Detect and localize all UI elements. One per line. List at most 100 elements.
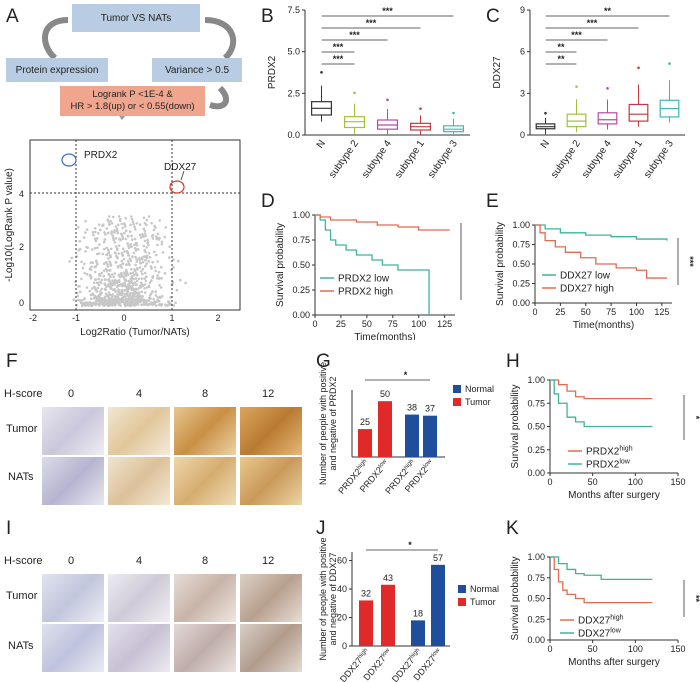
volcano-point: [157, 270, 161, 274]
outlier-point: [320, 71, 323, 74]
volcano-point: [121, 237, 125, 240]
volcano-point: [132, 273, 136, 277]
volcano-point: [132, 283, 135, 286]
volcano-point: [93, 294, 97, 298]
outlier-point: [386, 98, 389, 102]
volcano-point: [153, 266, 157, 269]
volcano-point: [103, 231, 106, 234]
volcano-point: [117, 279, 120, 282]
volcano-point: [81, 298, 84, 302]
volcano-point: [98, 280, 102, 284]
volcano-point: [136, 248, 140, 251]
volcano-point: [85, 228, 89, 231]
volcano-point: [140, 299, 143, 303]
x-category-label: subtype 3: [642, 138, 676, 180]
volcano-point: [115, 247, 119, 251]
volcano-point: [117, 215, 121, 218]
volcano-point: [105, 300, 109, 303]
volcano-point: [118, 237, 121, 241]
y-tick-label: 0.25: [512, 279, 530, 289]
volcano-point: [148, 302, 151, 306]
volcano-point: [110, 232, 113, 235]
volcano-point: [160, 240, 164, 244]
x-tick: 0: [121, 313, 126, 323]
volcano-label-ddx27: DDX27: [164, 162, 197, 173]
volcano-point: [85, 302, 89, 305]
ihc-col: 4: [136, 555, 143, 567]
panel-i-ihc: I H-score 0 4 8 12 Tumor NATs: [0, 512, 310, 677]
category-superscript: high: [357, 648, 369, 661]
volcano-point: [176, 259, 180, 263]
bar: [423, 415, 437, 457]
volcano-point: [118, 274, 121, 277]
volcano-point: [83, 271, 86, 275]
ihc-image: [240, 407, 302, 455]
x-category-label: N: [539, 138, 552, 150]
volcano-point: [148, 256, 152, 259]
bar-value-label: 57: [433, 553, 443, 563]
y-tick-label: 0.75: [527, 398, 545, 408]
volcano-point: [154, 294, 158, 297]
volcano-point: [161, 251, 165, 254]
bar: [381, 584, 395, 646]
volcano-point: [84, 250, 87, 253]
volcano-point: [145, 223, 148, 227]
volcano-point: [151, 261, 154, 264]
volcano-point: [142, 244, 146, 248]
volcano-point: [98, 303, 101, 307]
volcano-point: [145, 254, 149, 258]
y-tick-label: 0.50: [527, 594, 545, 604]
volcano-point: [129, 272, 132, 275]
panel-label-k: K: [506, 518, 519, 539]
flow-box-criteria: Logrank P <1E-4 & HR > 1.8(up) or < 0.55…: [60, 86, 205, 116]
volcano-point: [146, 238, 149, 242]
volcano-point: [77, 285, 80, 288]
volcano-point: [172, 304, 176, 307]
volcano-point: [112, 275, 115, 279]
volcano-point: [163, 271, 167, 275]
volcano-point: [117, 284, 120, 287]
significance-label: ***: [382, 6, 393, 16]
volcano-point: [133, 288, 136, 291]
volcano-point: [135, 222, 139, 225]
x-tick-label: 150: [670, 477, 685, 487]
x-tick-label: 75: [606, 307, 616, 317]
volcano-point: [134, 241, 138, 245]
volcano-point: [96, 246, 99, 249]
volcano-point: [124, 229, 128, 232]
volcano-point: [112, 238, 115, 242]
x-tick-label: 50: [588, 477, 598, 487]
volcano-point: [98, 228, 102, 232]
panel-label-b: B: [261, 6, 274, 27]
ihc-image: [240, 457, 302, 505]
volcano-point: [150, 279, 153, 282]
volcano-point: [84, 220, 87, 223]
volcano-point: [129, 215, 133, 218]
y-axis-label: Survival probability: [510, 557, 521, 641]
volcano-point: [125, 249, 129, 253]
x-category-label: subtype 3: [426, 138, 460, 180]
volcano-point: [98, 273, 101, 277]
y-tick-label: 0.50: [512, 259, 530, 269]
panel-label-i: I: [6, 518, 11, 539]
volcano-point: [110, 230, 113, 233]
volcano-point: [129, 287, 133, 290]
volcano-point: [94, 300, 98, 303]
volcano-point: [121, 284, 125, 287]
volcano-point: [110, 303, 114, 306]
volcano-point: [119, 217, 122, 221]
volcano-point: [83, 297, 86, 301]
outlier-point: [544, 111, 547, 115]
legend-label: DDX27low: [578, 628, 622, 640]
outlier-point: [575, 85, 578, 88]
volcano-point: [139, 270, 143, 273]
volcano-point: [78, 290, 82, 294]
outlier-point: [353, 91, 356, 95]
volcano-point: [137, 286, 141, 290]
volcano-point: [103, 247, 106, 251]
volcano-point: [141, 261, 145, 264]
significance-label: **: [557, 42, 565, 52]
volcano-point: [120, 222, 123, 226]
volcano-point: [113, 231, 116, 234]
x-tick-label: 50: [362, 319, 372, 329]
